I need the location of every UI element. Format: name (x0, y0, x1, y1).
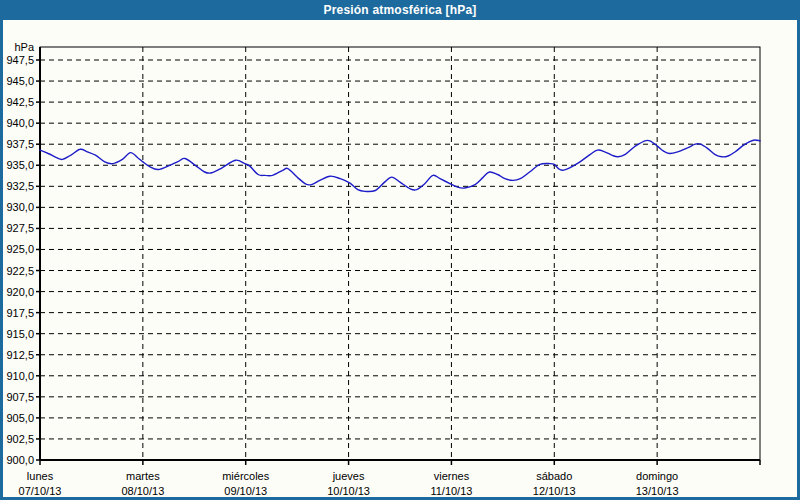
y-tick-label: 947,5 (6, 54, 34, 66)
y-tick-label: 905,0 (6, 412, 34, 424)
title-bar: Presión atmosférica [hPa] (0, 0, 800, 20)
y-tick-label: 917,5 (6, 307, 34, 319)
y-tick-label: 937,5 (6, 138, 34, 150)
window-title: Presión atmosférica [hPa] (323, 3, 476, 17)
y-tick-label: 942,5 (6, 96, 34, 108)
x-date-label: 10/10/13 (327, 485, 370, 497)
x-date-label: 07/10/13 (19, 485, 62, 497)
pressure-chart: 947,5 945,0 942,5 940,0 937,5 935,0 932,5 930,0… (3, 20, 797, 497)
y-tick-label: 902,5 (6, 433, 34, 445)
pressure-chart-window: Presión atmosférica [hPa] 947,5 945,0 942,… (0, 0, 800, 500)
y-tick-label: 940,0 (6, 117, 34, 129)
y-tick-label: 925,0 (6, 243, 34, 255)
x-day-label: domingo (636, 470, 678, 482)
x-date-label: 12/10/13 (533, 485, 576, 497)
y-tick-label: 927,5 (6, 222, 34, 234)
y-tick-label: 907,5 (6, 391, 34, 403)
y-tick-label: 922,5 (6, 265, 34, 277)
x-date-label: 13/10/13 (636, 485, 679, 497)
x-day-label: miércoles (222, 470, 270, 482)
y-tick-label: 915,0 (6, 328, 34, 340)
x-day-label: sábado (536, 470, 572, 482)
x-day-label: jueves (332, 470, 365, 482)
y-tick-label: 900,0 (6, 454, 34, 466)
x-date-label: 11/10/13 (430, 485, 472, 497)
y-tick-label: 930,0 (6, 201, 34, 213)
y-tick-label: 912,5 (6, 349, 34, 361)
y-tick-label: 932,5 (6, 180, 34, 192)
chart-area: 947,5 945,0 942,5 940,0 937,5 935,0 932,5 930,0… (3, 20, 797, 497)
y-tick-label: 910,0 (6, 370, 34, 382)
x-date-label: 09/10/13 (224, 485, 267, 497)
plot-frame (40, 47, 760, 460)
x-day-label: martes (126, 470, 160, 482)
y-tick-label: 945,0 (6, 75, 34, 87)
y-tick-label: 920,0 (6, 286, 34, 298)
x-day-label: viernes (434, 470, 470, 482)
x-day-label: lunes (27, 470, 54, 482)
pressure-series-line (40, 140, 760, 192)
y-tick-label: 935,0 (6, 159, 34, 171)
y-axis-unit-label: hPa (14, 41, 34, 53)
x-date-label: 08/10/13 (121, 485, 164, 497)
